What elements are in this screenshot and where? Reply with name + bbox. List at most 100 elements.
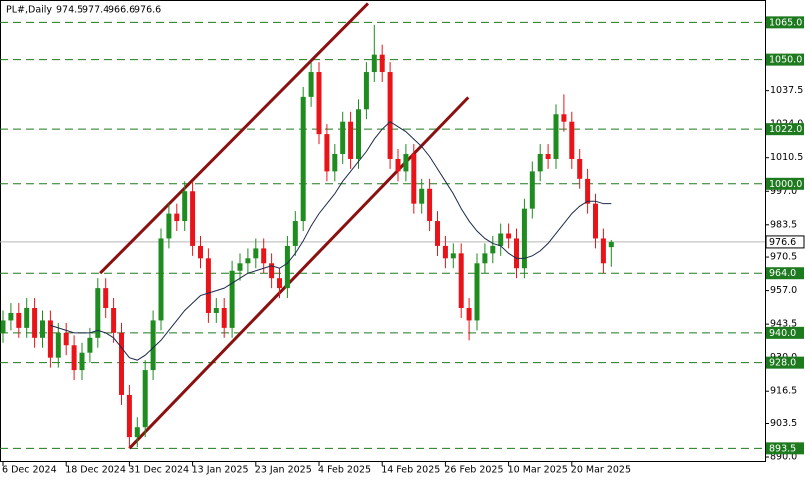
y-tick-label: 957.0 <box>770 285 797 296</box>
x-tick-label: 18 Dec 2024 <box>65 465 126 476</box>
candle-body <box>498 233 504 246</box>
candle-body <box>47 320 53 358</box>
candle-body <box>150 320 156 371</box>
candle-body <box>561 114 567 122</box>
candle-body <box>0 320 6 333</box>
candle-body <box>427 188 433 222</box>
candle-body <box>411 154 417 204</box>
current-price-bg <box>765 235 805 249</box>
candle-body <box>213 308 219 313</box>
candle-body <box>585 178 591 204</box>
candle-body <box>221 308 227 328</box>
y-tick-label: 903.5 <box>770 418 797 429</box>
candle-body <box>379 54 385 73</box>
candle-body <box>356 109 361 159</box>
candle-body <box>71 345 77 371</box>
candle-body <box>261 248 267 264</box>
candle-body <box>435 221 440 246</box>
candle-body <box>237 263 243 271</box>
candle-body <box>608 241 614 248</box>
x-tick-label: 10 Mar 2025 <box>508 465 568 476</box>
candle-body <box>593 203 598 239</box>
candle-body <box>63 332 69 346</box>
plot-area <box>0 2 765 450</box>
y-tick-label: 1010.5 <box>770 152 803 163</box>
candle-body <box>474 263 480 321</box>
level-label-bg <box>766 356 804 369</box>
candle-body <box>87 337 93 353</box>
level-label: 1022.0 <box>769 124 802 135</box>
candle-body <box>371 54 377 73</box>
candle-body <box>577 158 583 179</box>
candle-body <box>24 308 30 328</box>
candle-body <box>158 238 164 321</box>
level-label-bg <box>766 53 804 66</box>
candle-body <box>79 352 85 371</box>
candle-body <box>529 171 535 209</box>
candle-body <box>40 320 45 338</box>
candle-body <box>419 188 425 204</box>
candle-body <box>292 221 298 246</box>
x-tick-label: 14 Feb 2025 <box>381 465 440 476</box>
candle-body <box>253 248 259 259</box>
plot-frame <box>0 0 766 462</box>
candle-body <box>403 154 409 172</box>
candle-body <box>490 245 496 254</box>
candle-body <box>119 332 124 395</box>
candle-body <box>363 72 369 110</box>
candle-body <box>16 312 22 328</box>
candle-body <box>245 258 251 264</box>
candle-body <box>514 238 519 269</box>
candle-body <box>55 332 61 358</box>
candle-body <box>300 96 306 222</box>
candle-body <box>458 253 464 308</box>
level-label-bg <box>766 326 804 339</box>
x-tick-label: 20 Mar 2025 <box>571 465 631 476</box>
candle-body <box>103 288 109 308</box>
y-tick-label: 983.5 <box>770 219 797 230</box>
candle-body <box>134 427 140 438</box>
x-tick-label: 6 Dec 2024 <box>2 465 57 476</box>
candle-body <box>174 213 180 222</box>
candle-body <box>142 370 148 428</box>
candle-body <box>308 72 314 97</box>
level-label: 940.0 <box>769 328 796 339</box>
candle-body <box>284 245 290 289</box>
candle-body <box>32 308 38 338</box>
level-label: 1000.0 <box>769 179 802 190</box>
candle-body <box>190 191 196 246</box>
x-tick-label: 31 Dec 2024 <box>128 465 189 476</box>
y-tick-label: 997.0 <box>770 186 797 197</box>
candle-body <box>229 270 235 328</box>
candle-body <box>205 258 211 313</box>
x-tick-label: 23 Jan 2025 <box>255 465 312 476</box>
candle-body <box>442 245 448 259</box>
candle-body <box>332 154 338 172</box>
ohlc-high: 977.4 <box>82 5 109 16</box>
level-label: 1050.0 <box>769 55 802 66</box>
candle-body <box>111 308 117 333</box>
level-label: 964.0 <box>769 268 796 279</box>
candle-body <box>521 208 527 269</box>
candle-body <box>269 263 275 279</box>
current-price-label: 976.6 <box>769 237 796 248</box>
x-tick-label: 26 Feb 2025 <box>444 465 503 476</box>
y-tick-label: 1037.5 <box>770 85 803 96</box>
trendline <box>99 2 370 275</box>
candle-body <box>537 154 543 172</box>
x-tick-label: 13 Jan 2025 <box>192 465 249 476</box>
candle-body <box>95 288 101 338</box>
level-label-bg <box>766 16 804 29</box>
candle-body <box>348 121 354 159</box>
level-label: 928.0 <box>769 358 796 369</box>
candle-body <box>182 191 188 222</box>
level-label-bg <box>766 267 804 280</box>
candle-body <box>395 158 401 172</box>
candle-body <box>553 114 559 159</box>
ohlc-close: 976.6 <box>134 5 161 16</box>
candle-body <box>166 213 172 239</box>
ohlc-open: 974.5 <box>56 5 83 16</box>
level-label-bg <box>766 442 804 455</box>
candle-body <box>198 245 203 259</box>
